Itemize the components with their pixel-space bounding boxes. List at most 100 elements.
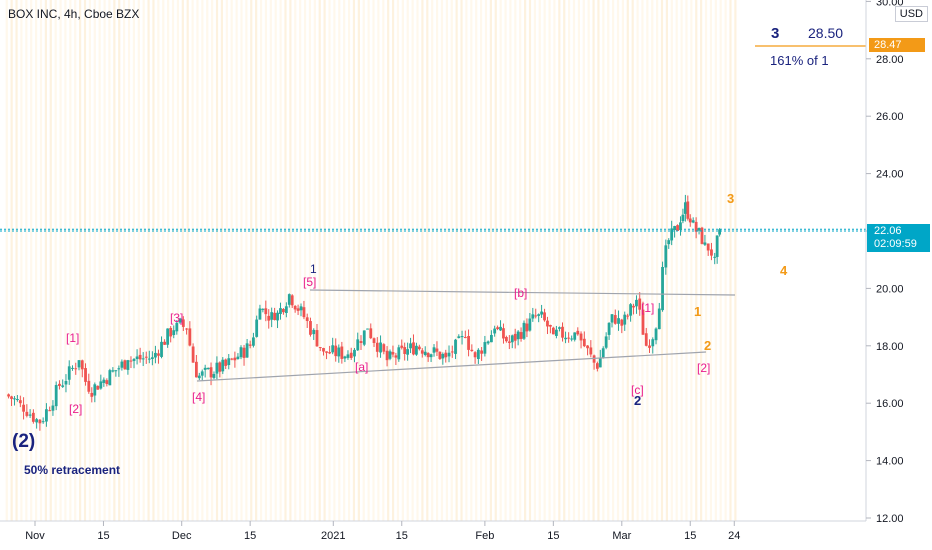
time-tick-label: Nov (25, 530, 45, 542)
candle (141, 352, 145, 367)
retracement-label: 50% retracement (24, 463, 120, 477)
candle (540, 304, 544, 318)
candle (172, 325, 176, 339)
candle (302, 300, 306, 320)
wave-2-big-label: (2) (12, 431, 35, 452)
day-stripe (734, 0, 737, 521)
candle (670, 220, 674, 246)
candle (13, 396, 16, 406)
lower-trendline[interactable] (196, 351, 707, 382)
candle (366, 328, 369, 330)
candle (525, 318, 529, 338)
day-stripe (59, 0, 62, 521)
candle (632, 303, 635, 315)
day-stripe (528, 0, 532, 521)
day-stripe (20, 0, 23, 521)
day-stripe (387, 0, 390, 521)
day-stripe (626, 0, 629, 521)
day-stripe (607, 0, 610, 521)
currency-selector[interactable]: USD (894, 6, 928, 22)
candle (369, 323, 373, 340)
candle (483, 335, 487, 357)
day-stripe (646, 0, 649, 521)
candle (504, 335, 508, 343)
target-wave-label: 3 (771, 25, 779, 42)
candle (157, 349, 160, 364)
time-tick-label: 2021 (321, 530, 345, 542)
candle (406, 342, 410, 361)
day-stripe (656, 0, 659, 521)
candle (516, 330, 520, 346)
time-tick-label: 15 (396, 530, 408, 542)
candle (200, 369, 204, 381)
candle (715, 235, 719, 264)
day-stripe (162, 0, 165, 521)
candle (564, 331, 567, 344)
candle (54, 381, 58, 411)
candle (191, 343, 195, 363)
day-stripe (631, 0, 634, 521)
day-stripe (127, 0, 131, 521)
candle (84, 363, 87, 386)
candle (496, 325, 499, 331)
time-axis[interactable]: Nov 15 Dec 15 2021 15 Feb 15 Mar 15 24 (25, 521, 740, 542)
candle (35, 417, 39, 429)
upper-trendline[interactable] (309, 289, 736, 296)
candle (617, 310, 620, 331)
candle (537, 313, 541, 323)
candle (99, 374, 103, 390)
candle (126, 359, 130, 375)
candle (589, 340, 593, 358)
candle (58, 380, 61, 390)
day-stripe (255, 0, 258, 521)
candle (25, 404, 29, 418)
day-stripe (15, 0, 18, 521)
candle (48, 406, 52, 412)
candle (703, 234, 707, 246)
day-stripe (406, 0, 409, 521)
day-stripe (489, 0, 492, 521)
candle (429, 353, 433, 362)
candle (561, 322, 564, 342)
candle (610, 314, 614, 328)
day-stripe (79, 0, 82, 521)
day-stripe (377, 0, 380, 521)
session-background (5, 0, 737, 521)
price-axis[interactable]: 30.0028.0026.0024.0022.0020.0018.0016.00… (866, 0, 904, 525)
day-stripe (636, 0, 639, 521)
day-stripe (250, 0, 253, 521)
candle (397, 344, 401, 362)
candle (67, 360, 71, 385)
price-tick-label: 30.00 (876, 0, 904, 8)
candle (343, 355, 347, 363)
day-stripe (543, 0, 546, 521)
day-stripe (700, 0, 703, 521)
candle (102, 377, 106, 387)
candle (718, 228, 721, 237)
symbol-title[interactable]: BOX INC, 4h, Cboe BZX (8, 7, 140, 21)
candle (120, 359, 124, 371)
candle (150, 351, 154, 366)
day-stripe (230, 0, 233, 521)
candle (212, 371, 216, 380)
candle (221, 357, 225, 375)
day-stripe (421, 0, 424, 521)
day-stripe (142, 0, 145, 521)
candle (641, 301, 645, 335)
candle (409, 337, 412, 354)
day-stripe (504, 0, 507, 521)
candle (261, 308, 265, 313)
candle (273, 307, 277, 321)
candle (661, 261, 664, 312)
candle (713, 252, 717, 265)
day-stripe (44, 0, 47, 521)
price-tick-label: 16.00 (876, 398, 904, 410)
day-stripe (152, 0, 155, 521)
day-stripe (181, 0, 184, 521)
day-stripe (695, 0, 698, 521)
candle (470, 344, 474, 352)
candle (432, 344, 436, 357)
candle (309, 317, 312, 337)
